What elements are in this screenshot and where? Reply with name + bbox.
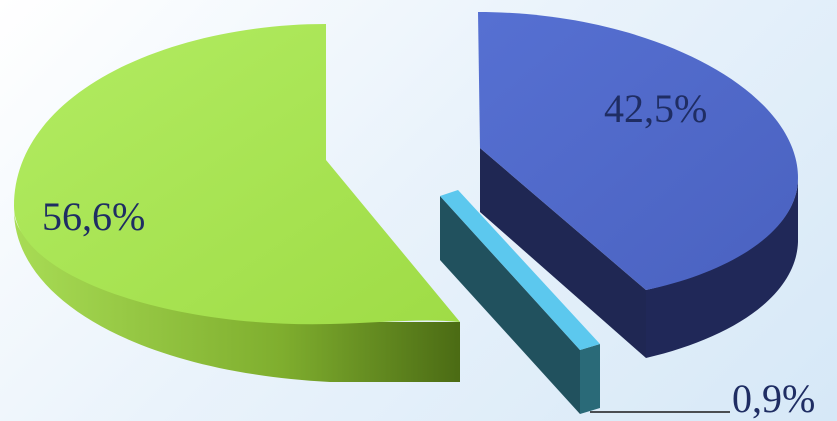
label-56-6: 56,6% — [42, 194, 145, 239]
slice-lightblue — [440, 190, 600, 414]
slice-green-side — [14, 210, 460, 382]
slice-green — [14, 24, 460, 382]
label-0-9: 0,9% — [732, 376, 815, 421]
slice-blue-inner-side — [480, 148, 646, 358]
slice-blue-outer-side — [646, 180, 798, 358]
slice-green-top — [14, 24, 460, 325]
slice-lightblue-front — [440, 196, 580, 414]
slice-lightblue-top — [440, 190, 600, 350]
slice-blue-top — [478, 12, 798, 290]
slice-lightblue-end — [580, 344, 600, 414]
label-42-5: 42,5% — [604, 86, 707, 131]
slice-blue — [478, 12, 798, 358]
